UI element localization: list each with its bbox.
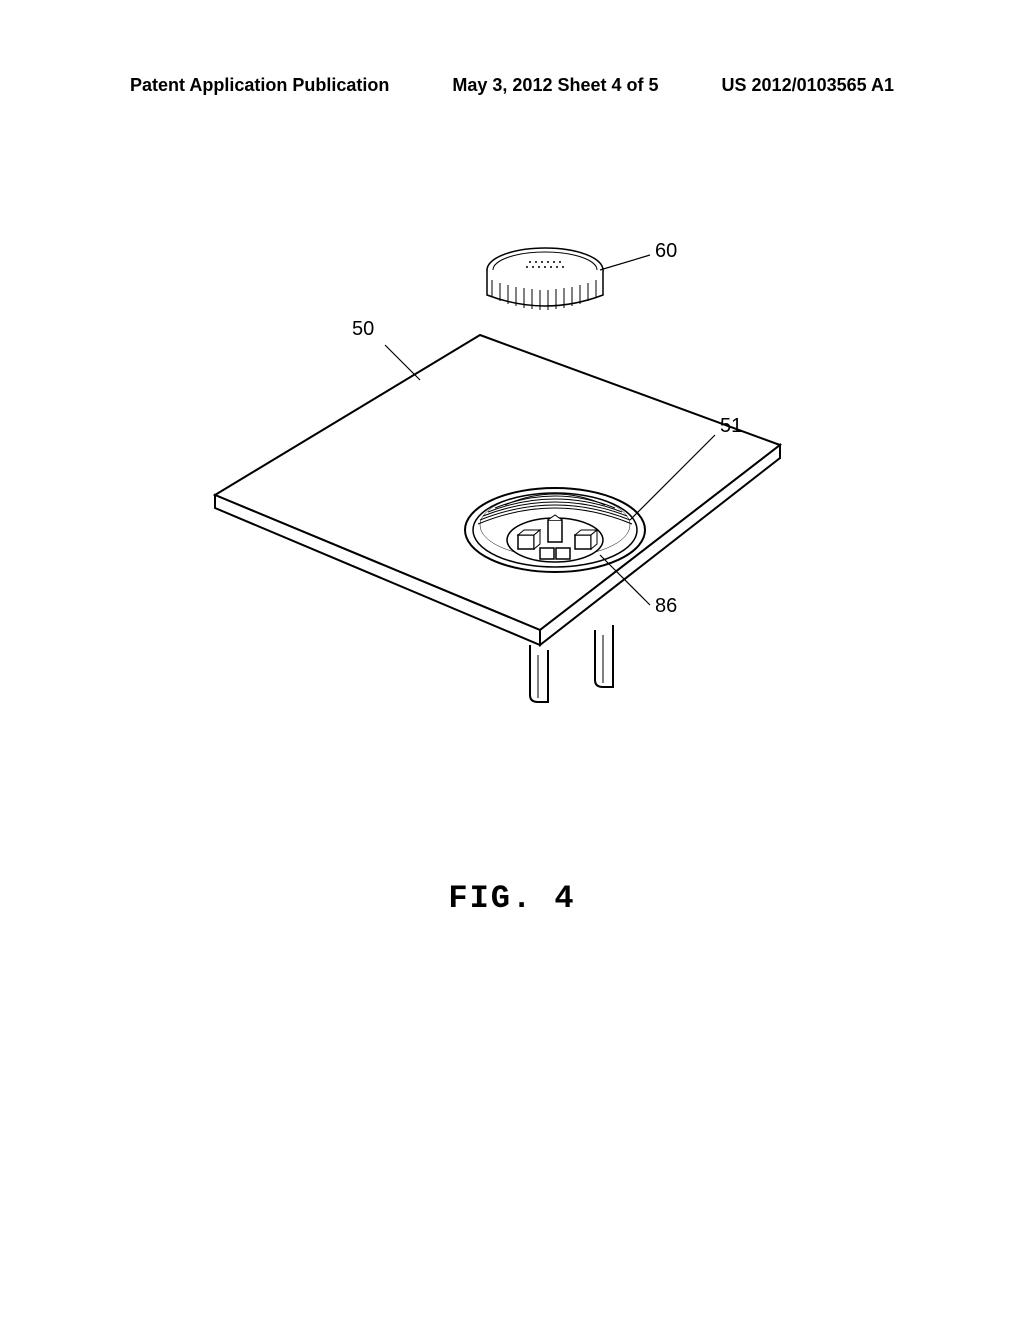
page-header: Patent Application Publication May 3, 20… <box>0 75 1024 96</box>
ref-51: 51 <box>720 415 742 438</box>
patent-figure-svg <box>160 230 860 780</box>
figure-drawing: 60 50 51 86 <box>160 230 860 780</box>
header-publication: Patent Application Publication <box>130 75 389 96</box>
leader-50 <box>385 345 420 380</box>
header-date-sheet: May 3, 2012 Sheet 4 of 5 <box>452 75 658 96</box>
cap-element <box>487 248 603 310</box>
ref-86: 86 <box>655 595 677 618</box>
figure-caption: FIG. 4 <box>0 880 1024 917</box>
page-container: Patent Application Publication May 3, 20… <box>0 0 1024 1320</box>
ref-50: 50 <box>352 318 374 341</box>
header-patent-number: US 2012/0103565 A1 <box>722 75 894 96</box>
leader-60 <box>600 255 650 270</box>
plate-element <box>215 335 780 645</box>
ref-60: 60 <box>655 240 677 263</box>
